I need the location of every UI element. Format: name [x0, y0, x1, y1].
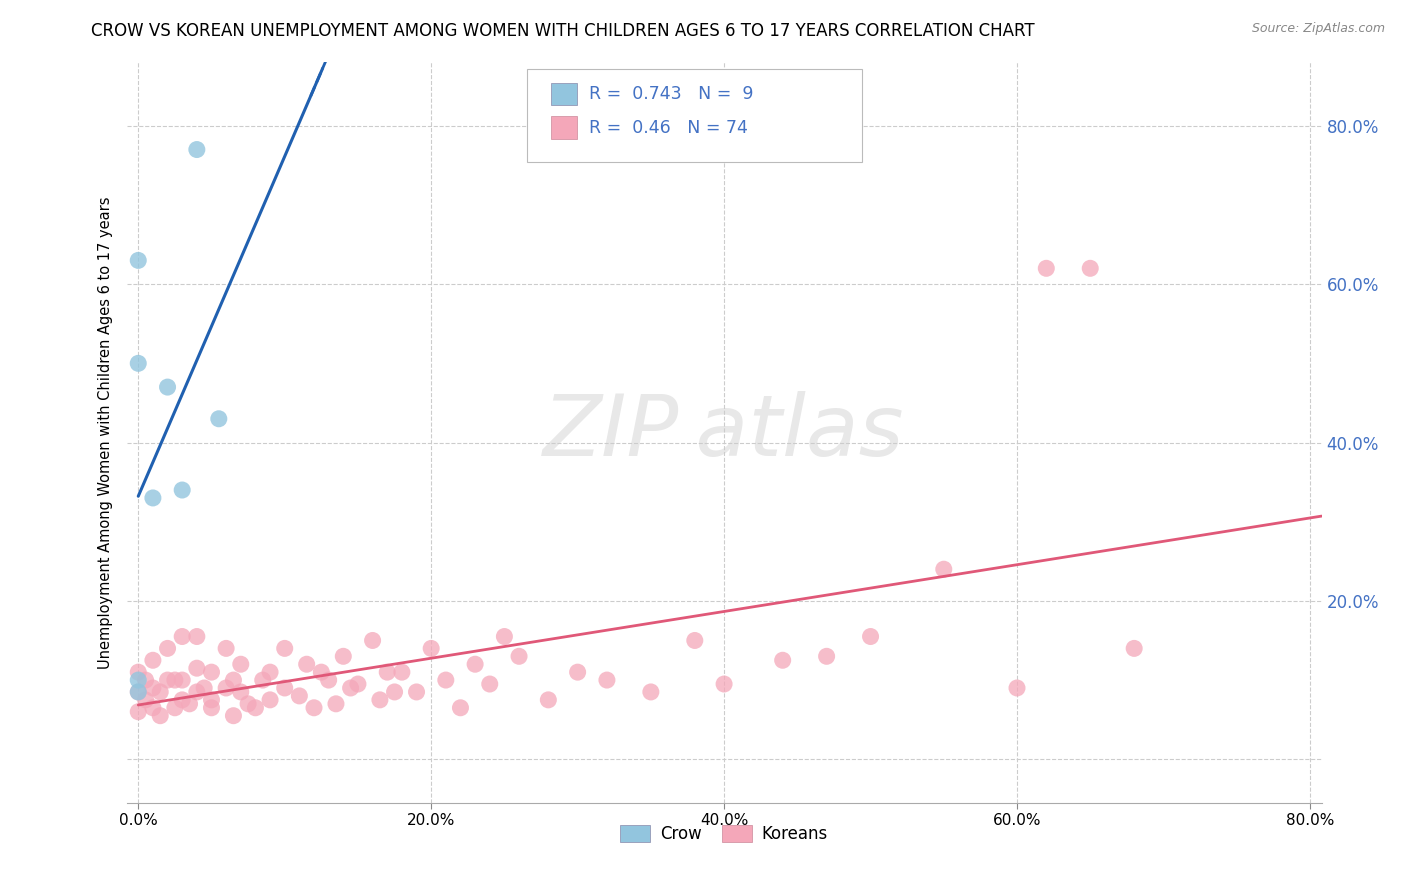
- Point: [318, 673, 340, 687]
- Point: [127, 356, 149, 370]
- Point: [149, 685, 172, 699]
- Point: [859, 630, 882, 644]
- Point: [156, 641, 179, 656]
- Point: [142, 491, 165, 505]
- Text: R =  0.743   N =  9: R = 0.743 N = 9: [589, 86, 754, 103]
- Point: [200, 665, 222, 680]
- Point: [347, 677, 370, 691]
- Point: [222, 673, 245, 687]
- Point: [295, 657, 318, 672]
- Point: [494, 630, 516, 644]
- FancyBboxPatch shape: [551, 117, 576, 138]
- Point: [464, 657, 486, 672]
- Point: [245, 700, 267, 714]
- Point: [172, 483, 194, 497]
- Point: [163, 673, 186, 687]
- Point: [172, 693, 194, 707]
- Point: [1123, 641, 1146, 656]
- FancyBboxPatch shape: [551, 83, 576, 105]
- Point: [186, 661, 208, 675]
- Point: [142, 681, 165, 695]
- Point: [368, 693, 391, 707]
- Point: [172, 630, 194, 644]
- Point: [332, 649, 354, 664]
- Point: [215, 641, 238, 656]
- Point: [229, 657, 252, 672]
- Point: [127, 673, 149, 687]
- Text: R =  0.46   N = 74: R = 0.46 N = 74: [589, 119, 748, 136]
- Point: [508, 649, 530, 664]
- Point: [149, 708, 172, 723]
- Point: [1005, 681, 1028, 695]
- Point: [127, 253, 149, 268]
- Point: [200, 700, 222, 714]
- Point: [288, 689, 311, 703]
- Point: [222, 708, 245, 723]
- Point: [361, 633, 384, 648]
- Point: [713, 677, 735, 691]
- Point: [596, 673, 619, 687]
- Point: [186, 630, 208, 644]
- Text: Source: ZipAtlas.com: Source: ZipAtlas.com: [1251, 22, 1385, 36]
- Point: [127, 685, 149, 699]
- Point: [932, 562, 955, 576]
- Point: [215, 681, 238, 695]
- Point: [537, 693, 560, 707]
- Legend: Crow, Koreans: Crow, Koreans: [613, 819, 835, 850]
- Point: [156, 380, 179, 394]
- Point: [405, 685, 427, 699]
- Point: [1078, 261, 1101, 276]
- Point: [229, 685, 252, 699]
- Point: [193, 681, 215, 695]
- Text: CROW VS KOREAN UNEMPLOYMENT AMONG WOMEN WITH CHILDREN AGES 6 TO 17 YEARS CORRELA: CROW VS KOREAN UNEMPLOYMENT AMONG WOMEN …: [91, 22, 1035, 40]
- Point: [135, 673, 157, 687]
- Y-axis label: Unemployment Among Women with Children Ages 6 to 17 years: Unemployment Among Women with Children A…: [97, 196, 112, 669]
- Point: [302, 700, 325, 714]
- Point: [449, 700, 471, 714]
- Point: [375, 665, 398, 680]
- Point: [259, 665, 281, 680]
- Point: [179, 697, 201, 711]
- Point: [815, 649, 838, 664]
- Point: [236, 697, 259, 711]
- Point: [127, 665, 149, 680]
- Point: [1035, 261, 1057, 276]
- Point: [186, 685, 208, 699]
- Point: [478, 677, 501, 691]
- Point: [325, 697, 347, 711]
- Point: [567, 665, 589, 680]
- Point: [259, 693, 281, 707]
- Point: [311, 665, 333, 680]
- Point: [273, 681, 295, 695]
- Point: [640, 685, 662, 699]
- Point: [172, 673, 194, 687]
- Point: [391, 665, 413, 680]
- Point: [273, 641, 295, 656]
- Point: [208, 411, 231, 425]
- FancyBboxPatch shape: [527, 69, 862, 162]
- Point: [163, 700, 186, 714]
- Point: [772, 653, 794, 667]
- Point: [142, 653, 165, 667]
- Point: [420, 641, 443, 656]
- Point: [135, 693, 157, 707]
- Point: [683, 633, 706, 648]
- Point: [339, 681, 361, 695]
- Point: [127, 685, 149, 699]
- Point: [252, 673, 274, 687]
- Point: [434, 673, 457, 687]
- Point: [186, 143, 208, 157]
- Point: [142, 700, 165, 714]
- Point: [384, 685, 406, 699]
- Point: [127, 705, 149, 719]
- Point: [156, 673, 179, 687]
- Text: ZIP atlas: ZIP atlas: [543, 391, 905, 475]
- Point: [200, 693, 222, 707]
